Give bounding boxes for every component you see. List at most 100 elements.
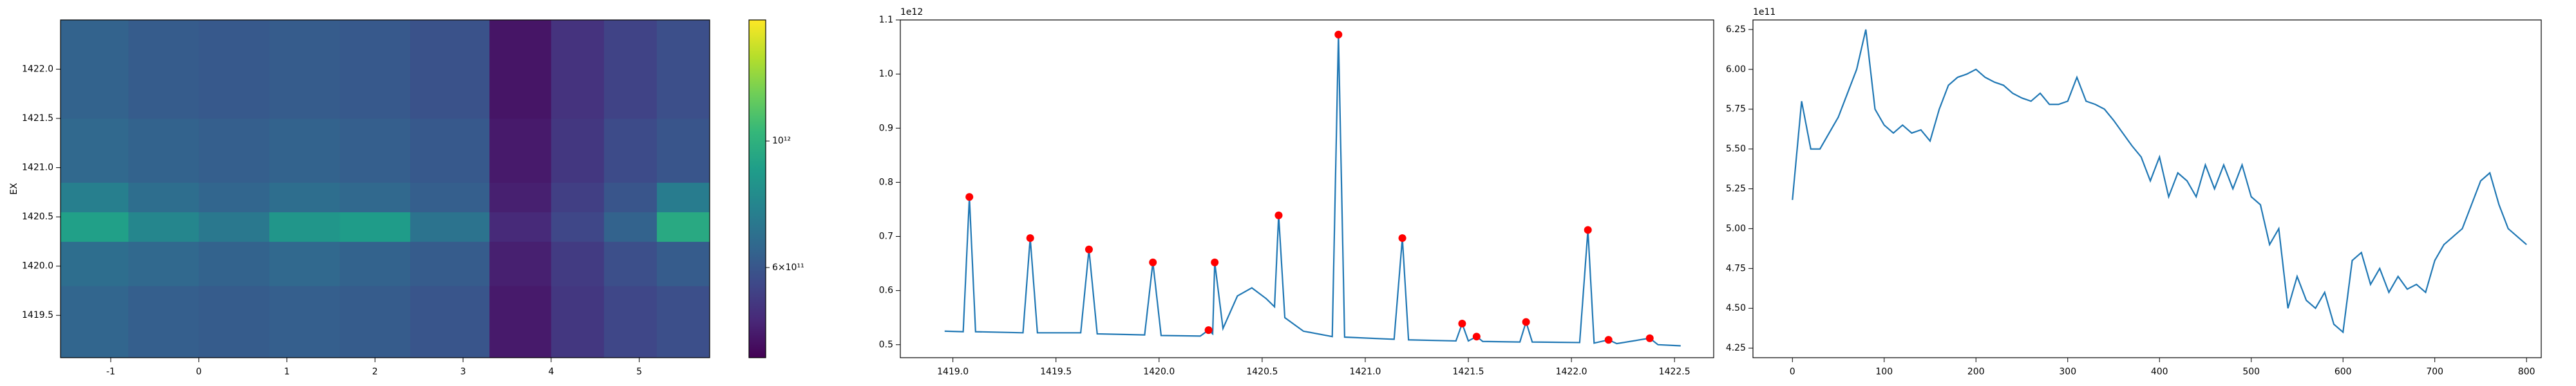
heatmap-cell xyxy=(128,241,200,286)
y-tick-label: 5.50 xyxy=(1726,144,1746,154)
peak-marker xyxy=(1211,258,1219,266)
colorbar-tick-label: 10¹² xyxy=(772,136,791,146)
data-line xyxy=(1792,29,2527,334)
heatmap-cell xyxy=(339,212,411,242)
heatmap-cell xyxy=(489,241,552,286)
heatmap-cell xyxy=(656,212,710,242)
heatmap-cell xyxy=(269,286,341,358)
heatmap-cell xyxy=(603,212,658,242)
heatmap-cell xyxy=(198,286,270,358)
heatmap-cell xyxy=(339,182,411,212)
heatmap-cell xyxy=(198,20,270,119)
x-tick-label: 2 xyxy=(372,367,378,377)
y-tick-label: 0.8 xyxy=(879,177,893,187)
heatmap-cell xyxy=(603,118,658,183)
heatmap-cell xyxy=(198,212,270,242)
peak-marker xyxy=(965,193,974,201)
heatmap-cell xyxy=(410,182,490,212)
heatmap-cell xyxy=(489,286,552,358)
peak-marker xyxy=(1398,234,1406,243)
heatmap-cell xyxy=(269,118,341,183)
y-tick-label: 1421.0 xyxy=(22,163,53,173)
y-tick-label: 4.25 xyxy=(1726,343,1746,353)
x-tick-label: 200 xyxy=(1967,367,1985,377)
offset-text: 1e11 xyxy=(1753,7,1776,17)
heatmap-cell xyxy=(410,118,490,183)
heatmap-cell xyxy=(128,212,200,242)
x-tick-label: 1420.5 xyxy=(1246,367,1278,377)
x-tick-label: 1422.0 xyxy=(1556,367,1587,377)
x-tick-label: 1421.5 xyxy=(1453,367,1484,377)
heatmap-cell xyxy=(410,286,490,358)
y-tick-label: 1420.5 xyxy=(22,212,53,222)
peak-marker xyxy=(1149,258,1157,266)
heatmap-cell xyxy=(61,182,129,212)
y-tick-label: 1.1 xyxy=(879,15,893,25)
y-tick-label: 1419.5 xyxy=(22,310,53,320)
heatmap-cell xyxy=(339,241,411,286)
heatmap-cell xyxy=(410,212,490,242)
y-tick-label: 0.7 xyxy=(879,232,893,242)
x-tick-label: 300 xyxy=(2059,367,2076,377)
y-tick-label: 1421.5 xyxy=(22,113,53,124)
heatmap-cell xyxy=(198,241,270,286)
peak-marker xyxy=(1522,318,1530,326)
peak-marker xyxy=(1472,333,1481,341)
x-tick-label: 1421.0 xyxy=(1349,367,1381,377)
y-tick-label: 1420.0 xyxy=(22,261,53,271)
axes-frame xyxy=(60,19,710,358)
heatmap-cell xyxy=(61,20,129,119)
heatmap-cell xyxy=(551,212,605,242)
heatmap-cell xyxy=(551,182,605,212)
heatmap-cell xyxy=(269,20,341,119)
x-tick-label: 1422.5 xyxy=(1659,367,1690,377)
y-tick-label: 0.6 xyxy=(879,286,893,296)
heatmap-cell xyxy=(551,20,605,119)
heatmap-cell xyxy=(339,286,411,358)
heatmap-cell xyxy=(489,118,552,183)
peak-marker xyxy=(1604,336,1613,344)
x-tick-label: 1420.0 xyxy=(1143,367,1175,377)
heatmap-cell xyxy=(128,182,200,212)
y-tick-label: 6.25 xyxy=(1726,24,1746,35)
peak-marker xyxy=(1458,319,1466,327)
heatmap-cell xyxy=(656,286,710,358)
heatmap-cell xyxy=(489,20,552,119)
x-tick-label: 0 xyxy=(1790,367,1795,377)
axes-frame xyxy=(900,19,1714,358)
peak-marker xyxy=(1334,30,1343,39)
heatmap-cell xyxy=(656,118,710,183)
heatmap-cell xyxy=(128,286,200,358)
y-tick-label: 4.50 xyxy=(1726,303,1746,313)
heatmap-cell xyxy=(128,20,200,119)
y-tick-label: 6.00 xyxy=(1726,64,1746,75)
y-tick-label: 1.0 xyxy=(879,69,893,79)
heatmap-cell xyxy=(551,286,605,358)
x-tick-label: 800 xyxy=(2518,367,2535,377)
x-tick-label: 500 xyxy=(2242,367,2260,377)
x-tick-label: 1419.0 xyxy=(937,367,969,377)
peak-marker xyxy=(1274,211,1283,219)
x-tick-label: 100 xyxy=(1875,367,1893,377)
heatmap-cell xyxy=(61,118,129,183)
heatmap-cell xyxy=(269,212,341,242)
x-tick-label: 0 xyxy=(196,367,202,377)
peak-marker xyxy=(1084,245,1093,253)
heatmap-cell xyxy=(269,182,341,212)
y-tick-label: 5.25 xyxy=(1726,184,1746,194)
heatmap-cell xyxy=(198,118,270,183)
peak-marker xyxy=(1204,326,1213,335)
heatmap-cell xyxy=(61,286,129,358)
x-tick-label: 4 xyxy=(548,367,554,377)
peak-marker xyxy=(1026,234,1034,243)
heatmap-cell xyxy=(656,182,710,212)
heatmap-cell xyxy=(603,20,658,119)
heatmap-cell xyxy=(410,241,490,286)
heatmap-cell xyxy=(61,241,129,286)
heatmap-cell xyxy=(603,241,658,286)
y-axis-label: EX xyxy=(9,183,19,195)
x-tick-label: 3 xyxy=(460,367,466,377)
heatmap-cell xyxy=(603,286,658,358)
x-tick-label: 1419.5 xyxy=(1040,367,1072,377)
